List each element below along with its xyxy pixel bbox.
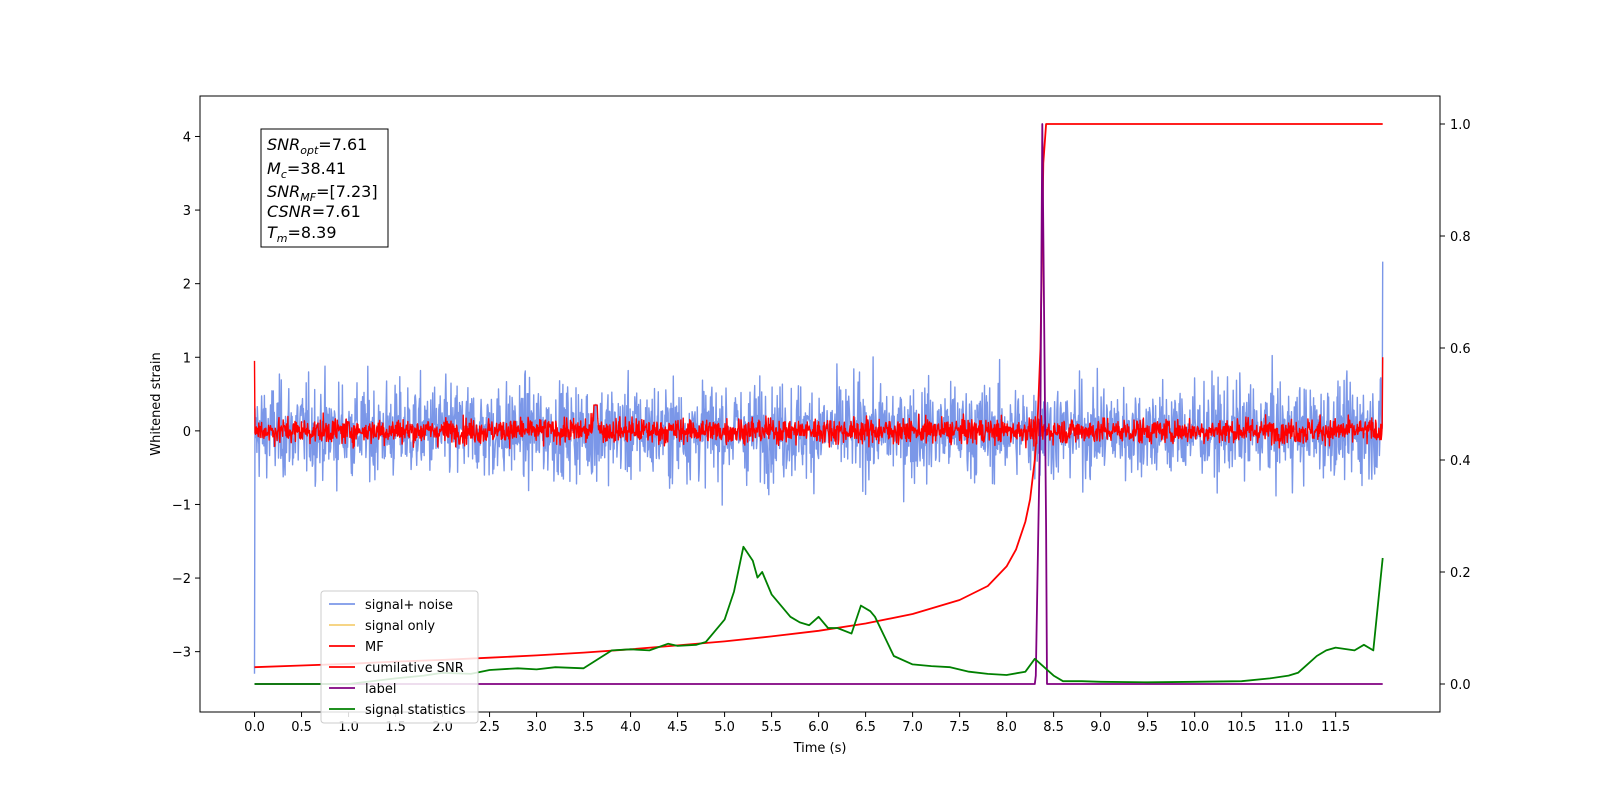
x-tick-label: 6.0 [808,720,829,735]
y-tick-label: −2 [172,572,191,587]
x-tick-label: 7.0 [902,720,923,735]
series-line-signal-noise [253,261,1384,674]
y-right-tick-label: 0.6 [1450,342,1471,357]
x-tick-label: 10.0 [1180,720,1209,735]
x-axis-label: Time (s) [793,741,847,756]
legend-label-label: label [365,682,396,697]
info-tm: Tm=8.39 [267,223,337,245]
x-tick-label: 11.0 [1274,720,1303,735]
y-right-tick-label: 0.0 [1450,678,1471,693]
y-tick-label: −3 [172,646,191,661]
x-tick-label: 8.5 [1043,720,1064,735]
legend-items: signal+ noise signal only MF cumilative SNR… [329,598,466,718]
y-axis-label: Whitened strain [149,352,164,455]
x-tick-label: 5.0 [714,720,735,735]
info-snr-mf: SNRMF=[7.23] [267,182,378,204]
x-tick-label: 10.5 [1227,720,1256,735]
legend: signal+ noise signal only MF cumilative SNR… [320,590,479,724]
x-axis: 0.0 0.5 1.0 1.5 2.0 2.5 3.0 3.5 4.0 4.5 5.0 5.5 6.0 6… [244,712,1350,735]
info-box-frame [260,128,389,248]
legend-label-signal-statistics: signal statistics [365,703,466,718]
info-csnr: CSNR=7.61 [267,202,361,221]
x-tick-label: 11.5 [1321,720,1350,735]
y-right-tick-label: 0.4 [1450,454,1471,469]
x-tick-label: 1.0 [338,720,359,735]
x-tick-label: 9.5 [1137,720,1158,735]
x-tick-label: 9.0 [1090,720,1111,735]
y-tick-label: 3 [183,204,191,219]
info-box: SNRopt=7.61 Mc=38.41 SNRMF=[7.23] CSNR=7… [260,128,389,248]
y-axis-left: 4 3 2 1 0 −1 −2 −3 [172,130,200,661]
legend-label-signal-noise: signal+ noise [365,598,453,613]
x-tick-label: 6.5 [855,720,876,735]
legend-label-signal-only: signal only [365,619,435,634]
y-right-tick-label: 0.8 [1450,230,1471,245]
plot-frame [199,95,1441,713]
x-tick-label: 4.5 [667,720,688,735]
series-line-signal-statistics [254,545,1384,685]
series-line-label [254,123,1383,685]
x-tick-label: 3.0 [526,720,547,735]
info-mc: Mc=38.41 [267,159,346,181]
y-tick-label: −1 [172,498,191,513]
x-tick-label: 4.0 [620,720,641,735]
x-tick-label: 8.0 [996,720,1017,735]
y-right-tick-label: 0.2 [1450,566,1471,581]
legend-label-cumilative-snr: cumilative SNR [365,661,464,676]
y-tick-label: 2 [183,278,191,293]
x-tick-label: 3.5 [573,720,594,735]
x-tick-label: 0.0 [244,720,265,735]
series-line-mf [253,357,1384,450]
y-tick-label: 1 [183,351,191,366]
legend-label-mf: MF [365,640,384,655]
x-tick-label: 7.5 [949,720,970,735]
x-tick-label: 0.5 [291,720,312,735]
y-axis-right: 1.0 0.8 0.6 0.4 0.2 0.0 [1440,118,1471,693]
y-tick-label: 4 [183,130,191,145]
x-tick-label: 2.0 [432,720,453,735]
legend-frame [320,590,479,724]
y-tick-label: 0 [183,425,191,440]
x-tick-label: 5.5 [761,720,782,735]
y-right-tick-label: 1.0 [1450,118,1471,133]
info-snr-opt: SNRopt=7.61 [267,135,367,157]
x-tick-label: 1.5 [385,720,406,735]
x-tick-label: 2.5 [479,720,500,735]
